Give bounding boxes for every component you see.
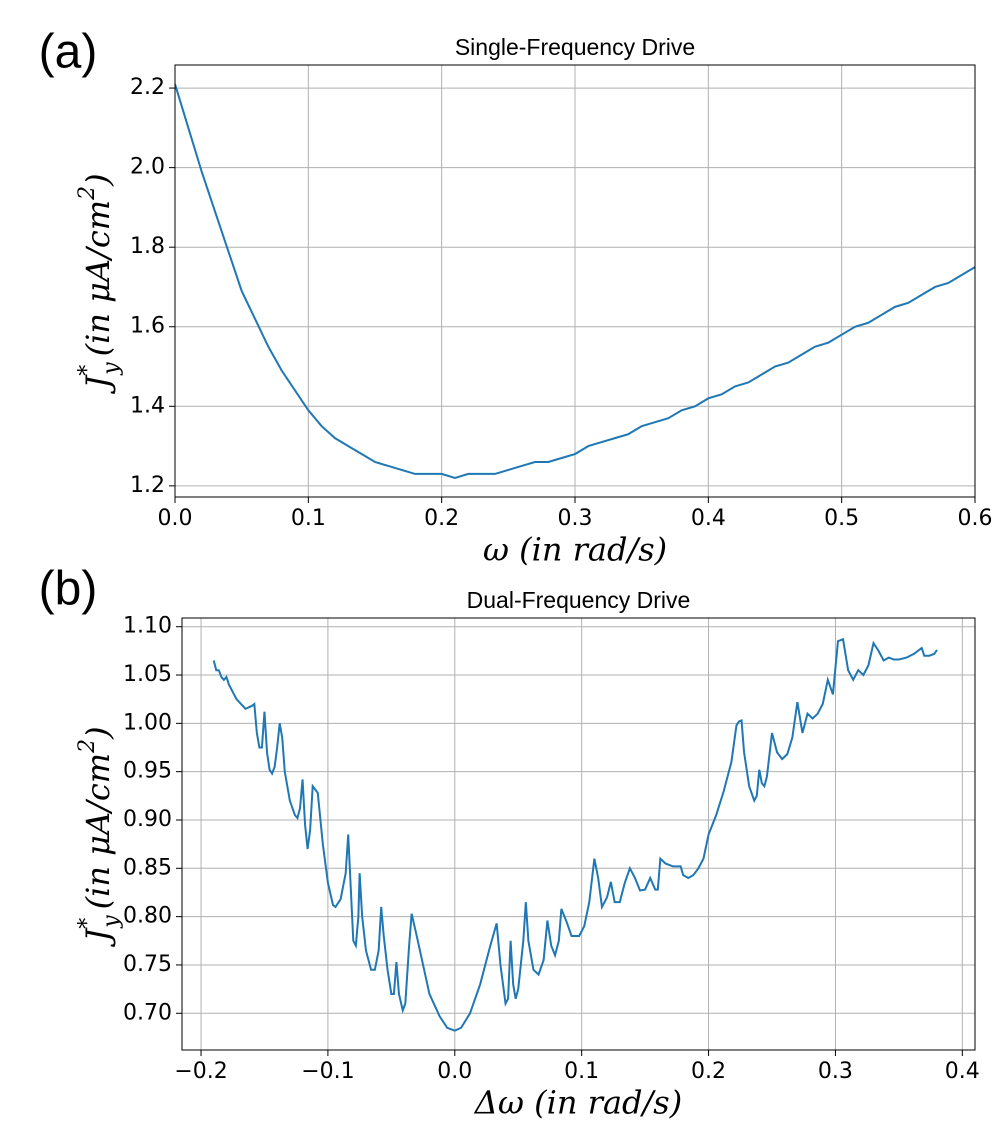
x-tick-label: 0.3	[818, 1059, 853, 1084]
y-label-sub: y	[99, 915, 124, 929]
y-tick-label: 0.75	[123, 952, 172, 977]
data-line	[175, 83, 975, 479]
x-tick-label: −0.2	[174, 1059, 227, 1084]
x-tick-label: 0.2	[424, 506, 459, 531]
axes-frame	[181, 617, 976, 1051]
x-tick-label: 0.1	[291, 506, 326, 531]
chart-title: Single-Frequency Drive	[455, 34, 695, 60]
x-tick-label: −0.1	[301, 1059, 354, 1084]
y-tick-label: 0.70	[123, 1000, 172, 1025]
y-label-part: )	[79, 726, 117, 739]
y-tick-label: 1.2	[130, 473, 165, 498]
subplot: 0.0 0.1 0.2 0.3 0.4 0.5 0.6 1.2 1.4 1.6 1.8 2.0 2.2 S…	[39, 26, 993, 569]
chart-title: Dual-Frequency Drive	[467, 587, 691, 613]
subplot: −0.2 −0.1 0.0 0.1 0.2 0.3 0.4 0.70 0.75 0.80 0.85 0…	[39, 563, 980, 1122]
y-tick-label: 1.00	[123, 710, 172, 735]
y-axis-label: J*y (in μA/cm2)	[75, 726, 124, 947]
y-tick-label: 0.85	[123, 855, 172, 880]
x-tick-label: 0.4	[945, 1059, 980, 1084]
x-tick-label: 0.5	[824, 506, 859, 531]
x-axis-label: Δω (in rad/s)	[473, 1084, 682, 1122]
y-label-part: J	[79, 927, 117, 948]
y-tick-label: 1.4	[130, 393, 165, 418]
y-tick-label: 2.0	[130, 155, 165, 180]
panel-label: (b)	[39, 563, 98, 616]
x-tick-label: 0.1	[564, 1059, 599, 1084]
axes-frame	[174, 64, 976, 498]
y-tick-label: 0.95	[123, 759, 172, 784]
x-axis-label: ω (in rad/s)	[483, 531, 667, 569]
data-line	[212, 637, 938, 1032]
panel-label: (a)	[39, 26, 98, 79]
x-tick-label: 0.6	[958, 506, 993, 531]
y-tick-label: 1.05	[123, 662, 172, 687]
plot-area	[212, 637, 938, 1032]
y-axis-label: J*y (in μA/cm2)	[75, 173, 124, 394]
y-tick-label: 0.90	[123, 807, 172, 832]
y-label-part: (in μA/cm	[79, 753, 117, 909]
x-tick-label: 0.3	[558, 506, 593, 531]
y-tick-label: 2.2	[130, 75, 165, 100]
x-tick-label: 0.2	[691, 1059, 726, 1084]
y-tick-label: 1.10	[123, 614, 172, 639]
y-label-sup: *	[75, 365, 100, 376]
plot-area	[175, 83, 975, 479]
y-label-part: )	[79, 173, 117, 186]
y-label-part: J	[79, 374, 117, 395]
y-label-sup: *	[75, 918, 100, 929]
y-label-sup: 2	[75, 739, 100, 754]
x-tick-label: 0.4	[691, 506, 726, 531]
y-label-sub: y	[99, 362, 124, 376]
y-tick-label: 1.6	[130, 314, 165, 339]
y-label-sup: 2	[75, 186, 100, 201]
x-tick-label: 0.0	[437, 1059, 472, 1084]
y-tick-label: 1.8	[130, 234, 165, 259]
y-tick-label: 0.80	[123, 904, 172, 929]
x-tick-label: 0.0	[158, 506, 193, 531]
y-label-part: (in μA/cm	[79, 200, 117, 356]
